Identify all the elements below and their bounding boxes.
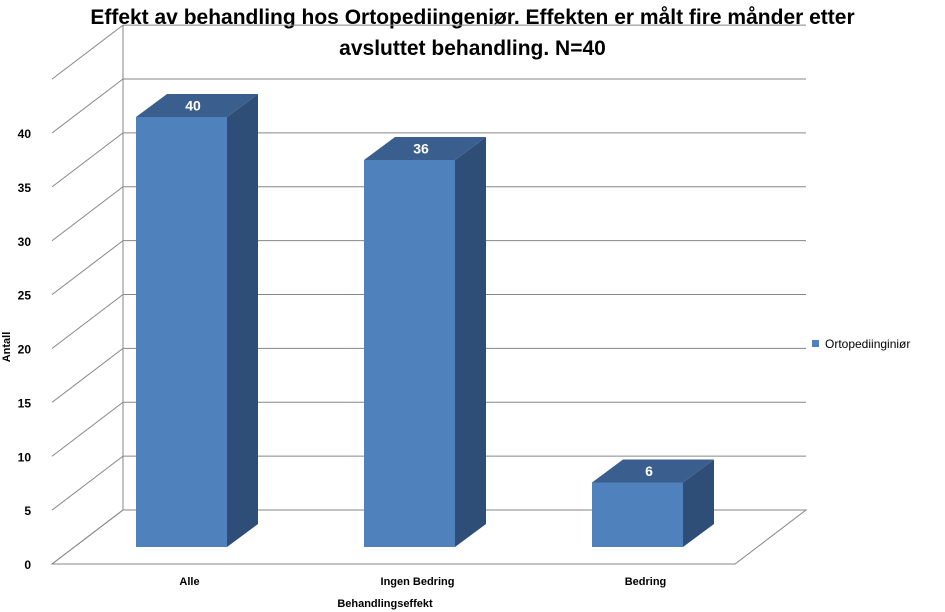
x-tick-labels: Alle Ingen Bedring Bedring — [179, 576, 666, 588]
gridline-diagonal — [51, 186, 124, 242]
gridline-diagonal — [51, 24, 124, 80]
bar-top — [136, 94, 258, 117]
bar-side — [227, 94, 258, 547]
chart-title-line-1: Effekt av behandling hos Ortopediingeniø… — [90, 6, 855, 29]
data-label: 40 — [185, 98, 201, 114]
y-tick-label: 0 — [24, 558, 31, 572]
data-label: 36 — [413, 141, 429, 157]
bar-top — [592, 459, 714, 483]
y-axis-title: Antall — [1, 332, 13, 363]
x-axis-title: Behandlingseffekt — [337, 598, 433, 610]
x-tick-label: Bedring — [625, 576, 667, 588]
chart-title-line-2: avsluttet behandling. N=40 — [339, 37, 606, 60]
bars: 40 36 6 — [136, 94, 714, 547]
y-tick-label: 30 — [18, 235, 32, 249]
legend-label: Ortopediinginiør — [825, 337, 910, 351]
bar: 36 — [364, 137, 486, 547]
gridline-diagonal — [51, 240, 124, 296]
bar-top — [364, 137, 486, 160]
y-tick-label: 40 — [18, 127, 32, 141]
gridline-diagonal — [51, 347, 124, 403]
y-tick-labels: 0 5 10 15 20 25 30 35 40 — [18, 127, 32, 572]
legend-swatch — [812, 340, 819, 347]
floor — [50, 509, 808, 565]
legend: Ortopediinginiør — [812, 337, 910, 351]
gridline-diagonal — [51, 455, 124, 511]
bar: 40 — [136, 94, 258, 547]
y-tick-label: 20 — [18, 343, 32, 357]
gridline-diagonal — [51, 132, 124, 188]
y-tick-label: 25 — [18, 289, 32, 303]
bar-side — [455, 137, 486, 547]
x-tick-label: Alle — [179, 576, 199, 588]
y-tick-label: 5 — [24, 504, 31, 518]
chart-title: Effekt av behandling hos Ortopediingeniø… — [0, 2, 945, 64]
bar-side — [683, 459, 714, 547]
data-label: 6 — [645, 463, 653, 479]
y-tick-label: 35 — [18, 181, 32, 195]
gridline-diagonal — [51, 401, 124, 457]
bar: 6 — [592, 459, 714, 547]
bar-front — [592, 482, 683, 547]
gridline-diagonal — [51, 294, 124, 349]
bar-front — [136, 117, 227, 547]
gridline-diagonal — [51, 78, 124, 134]
x-tick-label: Ingen Bedring — [381, 576, 455, 588]
y-tick-label: 15 — [18, 396, 32, 410]
bar-front — [364, 160, 455, 547]
y-tick-label: 10 — [18, 450, 32, 464]
